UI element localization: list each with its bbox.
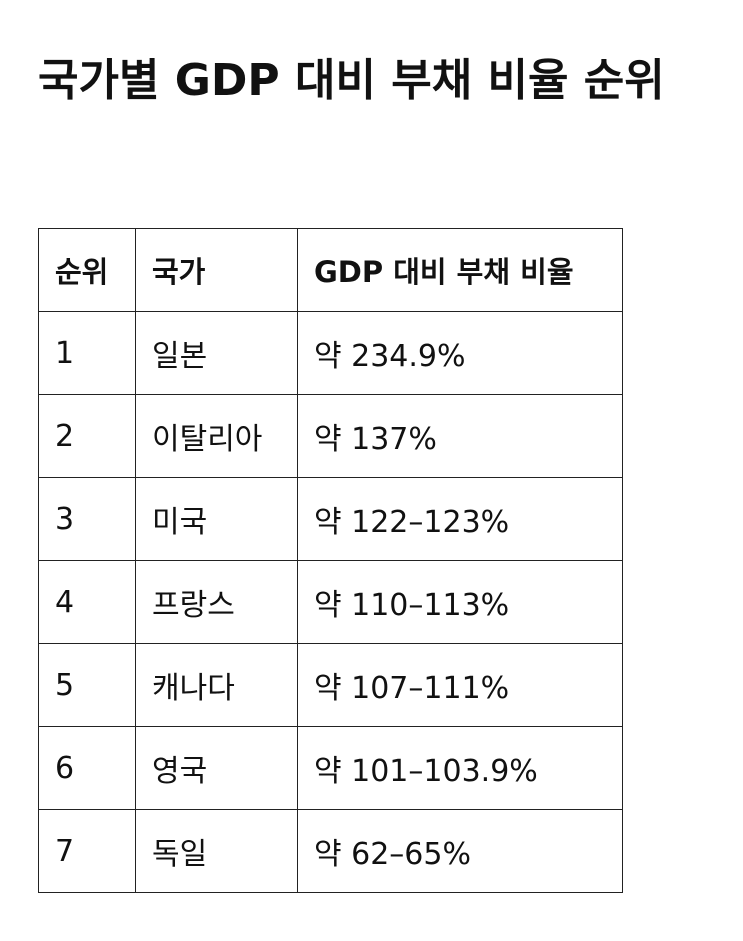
table-cell: 미국 [135,477,298,561]
table-cell: 1 [38,311,136,395]
table-cell: 이탈리아 [135,394,298,478]
table-cell: 독일 [135,809,298,893]
table-cell: 일본 [135,311,298,395]
table-row: 4 프랑스 약 110–113% [38,560,623,644]
table-row: 7 독일 약 62–65% [38,809,623,893]
table-cell: 7 [38,809,136,893]
table-cell: 약 62–65% [297,809,623,893]
table-cell: 약 101–103.9% [297,726,623,810]
header-cell: GDP 대비 부채 비율 [297,228,623,312]
table-row: 2 이탈리아 약 137% [38,394,623,478]
table-header: 순위 국가 GDP 대비 부채 비율 [38,228,623,312]
table-cell: 약 234.9% [297,311,623,395]
table-cell: 캐나다 [135,643,298,727]
table-cell: 프랑스 [135,560,298,644]
table-cell: 약 107–111% [297,643,623,727]
table-row: 3 미국 약 122–123% [38,477,623,561]
table-cell: 영국 [135,726,298,810]
table-row: 6 영국 약 101–103.9% [38,726,623,810]
table-cell: 4 [38,560,136,644]
table-cell: 2 [38,394,136,478]
table-cell: 약 122–123% [297,477,623,561]
header-row: 순위 국가 GDP 대비 부채 비율 [38,228,623,312]
table-body: 1 일본 약 234.9% 2 이탈리아 약 137% 3 미국 약 122–123% 4 프랑스 약… [38,311,623,893]
table-cell: 약 137% [297,394,623,478]
table-row: 5 캐나다 약 107–111% [38,643,623,727]
table-cell: 5 [38,643,136,727]
header-cell: 국가 [135,228,298,312]
table-cell: 3 [38,477,136,561]
table-cell: 약 110–113% [297,560,623,644]
ranking-table: 순위 국가 GDP 대비 부채 비율 1 일본 약 234.9% 2 이탈리아 약 137% 3… [38,228,623,893]
header-cell: 순위 [38,228,136,312]
table-cell: 6 [38,726,136,810]
title: 국가별 GDP 대비 부채 비율 순위 [38,55,665,106]
table-row: 1 일본 약 234.9% [38,311,623,395]
